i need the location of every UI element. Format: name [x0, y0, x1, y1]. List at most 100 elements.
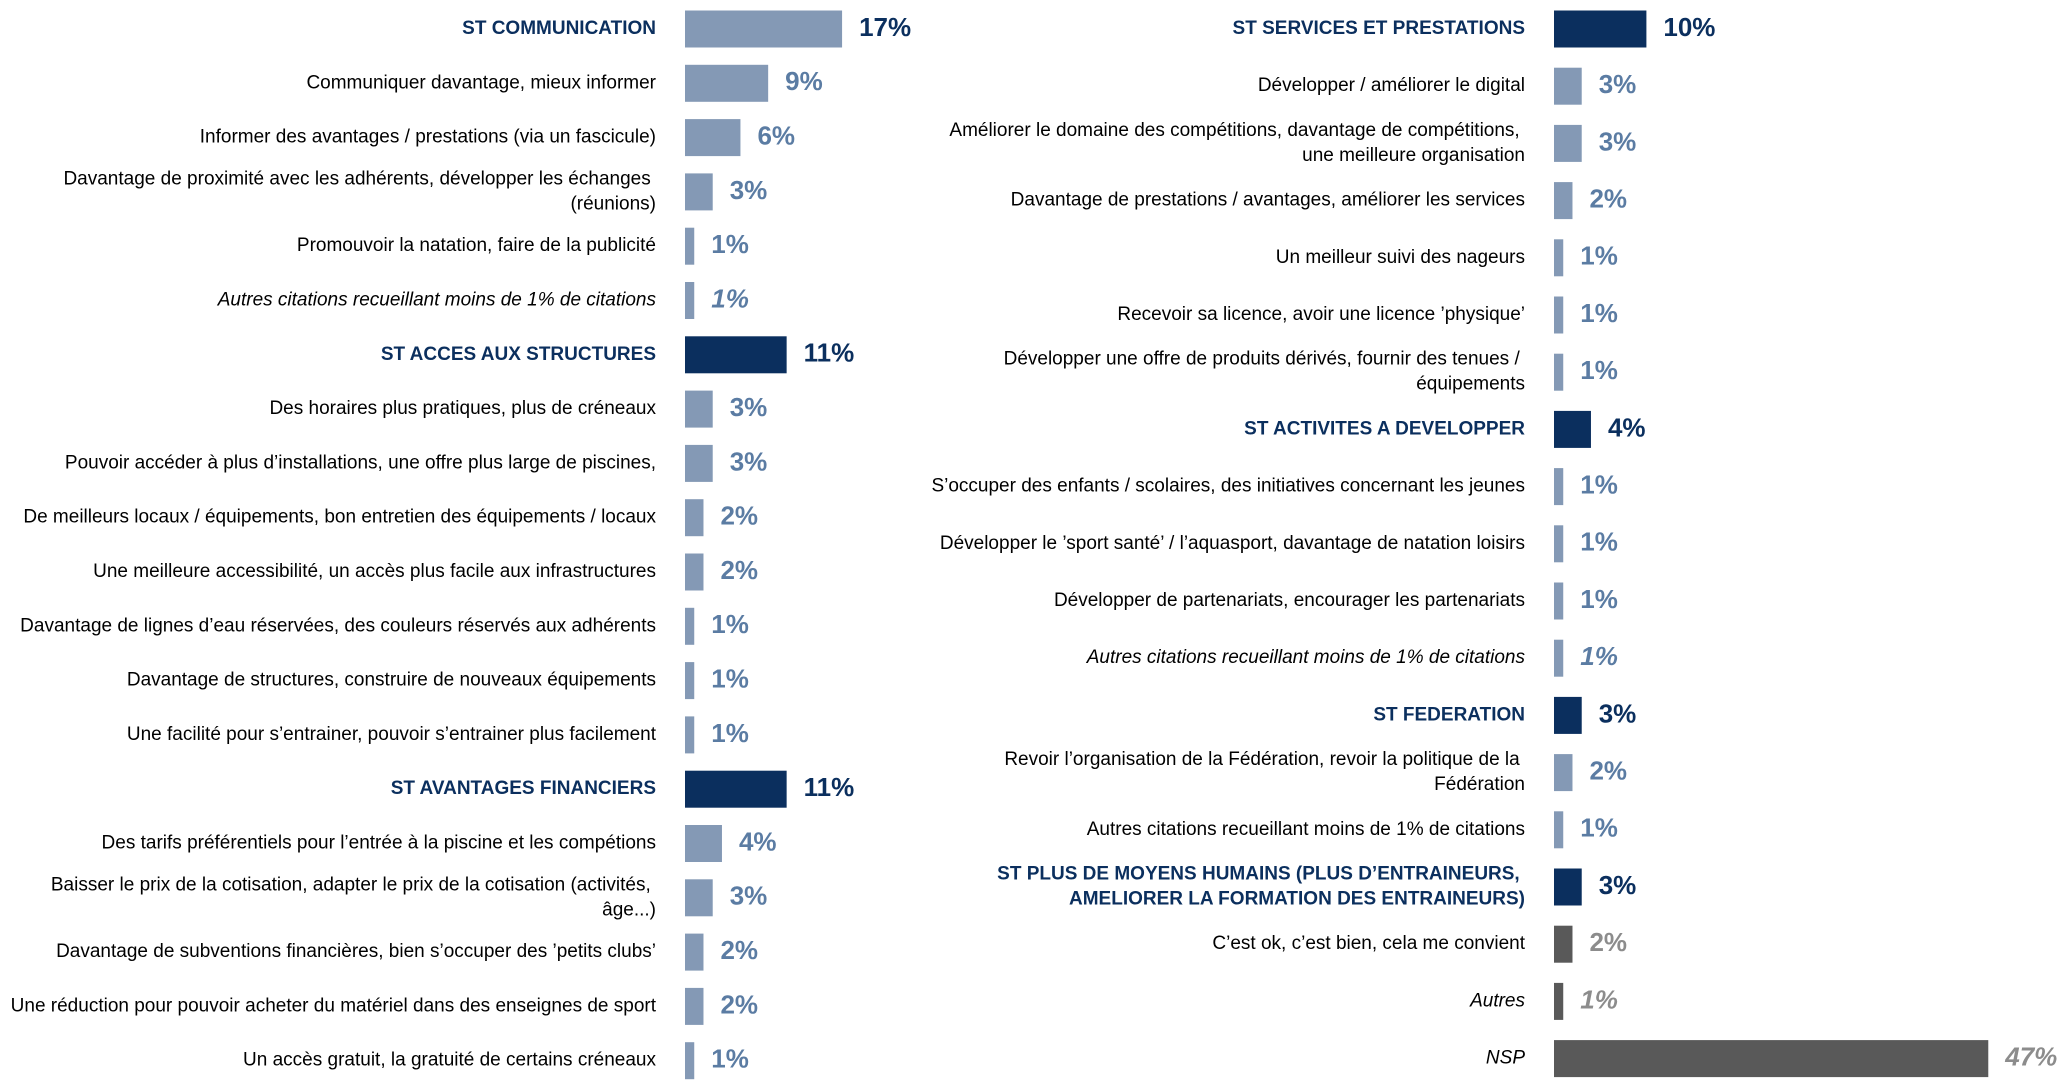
- value-label: 3%: [1599, 69, 1637, 99]
- value-label: 4%: [1608, 412, 1646, 442]
- value-label: 47%: [2004, 1041, 2057, 1071]
- bar: [1554, 296, 1564, 334]
- category-label: Communiquer davantage, mieux informer: [306, 72, 656, 93]
- bar: [685, 173, 713, 211]
- category-label: Développer de partenariats, encourager l…: [1054, 590, 1525, 611]
- value-label: 3%: [730, 881, 768, 911]
- category-label: Davantage de structures, construire de n…: [127, 670, 656, 691]
- bar: [1554, 525, 1564, 563]
- bar: [1554, 925, 1573, 963]
- category-label: Autres: [1469, 990, 1525, 1011]
- category-label: Un accès gratuit, la gratuité de certain…: [243, 1050, 656, 1071]
- bar: [1554, 639, 1564, 677]
- bar: [1554, 754, 1573, 792]
- value-label: 1%: [1580, 984, 1618, 1014]
- category-label: Autres citations recueillant moins de 1%…: [1086, 647, 1526, 668]
- category-label: Des horaires plus pratiques, plus de cré…: [269, 398, 656, 419]
- category-label: Davantage de subventions financières, bi…: [56, 941, 656, 962]
- bar: [685, 716, 695, 754]
- category-label: ST ACCES AUX STRUCTURES: [381, 344, 656, 365]
- value-label: 11%: [804, 772, 855, 802]
- value-label: 1%: [1580, 813, 1618, 843]
- category-label: Améliorer le domaine des compétitions, d…: [949, 120, 1525, 166]
- value-label: 2%: [720, 989, 758, 1019]
- bar: [685, 10, 843, 48]
- category-label: S’occuper des enfants / scolaires, des i…: [931, 476, 1525, 497]
- value-label: 3%: [1599, 126, 1637, 156]
- bar: [685, 553, 704, 591]
- bar: [685, 987, 704, 1025]
- category-label: Revoir l’organisation de la Fédération, …: [1004, 749, 1525, 795]
- value-label: 1%: [711, 229, 749, 259]
- value-label: 3%: [1599, 870, 1637, 900]
- value-label: 2%: [1589, 183, 1627, 213]
- value-label: 3%: [730, 175, 768, 205]
- category-label: ST PLUS DE MOYENS HUMAINS (PLUS D’ENTRAI…: [997, 864, 1525, 910]
- value-label: 1%: [1580, 241, 1618, 271]
- category-label: Développer / améliorer le digital: [1258, 75, 1525, 96]
- category-label: Développer une offre de produits dérivés…: [1004, 349, 1525, 395]
- category-label: ST AVANTAGES FINANCIERS: [391, 778, 656, 799]
- category-label: Davantage de prestations / avantages, am…: [1011, 190, 1525, 211]
- bar: [1554, 468, 1564, 506]
- category-label: Davantage de proximité avec les adhérent…: [63, 168, 656, 214]
- category-label: C’est ok, c’est bien, cela me convient: [1212, 933, 1525, 954]
- value-label: 1%: [1580, 641, 1618, 671]
- bar: [1554, 124, 1582, 162]
- value-label: 3%: [730, 446, 768, 476]
- category-label: Autres citations recueillant moins de 1%…: [217, 290, 657, 311]
- value-label: 9%: [785, 66, 823, 96]
- value-label: 2%: [720, 555, 758, 585]
- bar: [685, 227, 695, 265]
- value-label: 2%: [720, 501, 758, 531]
- bar: [685, 1042, 695, 1080]
- value-label: 2%: [1589, 755, 1627, 785]
- value-label: 11%: [804, 338, 855, 368]
- category-label: Informer des avantages / prestations (vi…: [200, 127, 656, 148]
- value-label: 3%: [730, 392, 768, 422]
- value-label: 1%: [711, 1044, 749, 1074]
- bar: [685, 825, 722, 862]
- category-label: ST ACTIVITES A DEVELOPPER: [1244, 418, 1525, 439]
- bar: [1554, 811, 1564, 849]
- bar: [685, 933, 704, 971]
- bar: [1554, 982, 1564, 1020]
- category-label: Développer le ’sport santé’ / l’aquaspor…: [940, 533, 1525, 554]
- bar: [685, 662, 695, 700]
- category-label: Des tarifs préférentiels pour l’entrée à…: [102, 833, 656, 854]
- value-label: 1%: [1580, 527, 1618, 557]
- value-label: 2%: [1589, 927, 1627, 957]
- bar: [1554, 239, 1564, 277]
- bar: [685, 336, 787, 374]
- bar: [685, 390, 713, 428]
- value-label: 1%: [711, 283, 749, 313]
- bar: [1554, 10, 1647, 48]
- category-label: ST SERVICES ET PRESTATIONS: [1233, 18, 1525, 39]
- value-label: 1%: [711, 718, 749, 748]
- value-label: 1%: [1580, 469, 1618, 499]
- bar: [1554, 1040, 1989, 1078]
- bar: [685, 64, 769, 102]
- value-label: 3%: [1599, 698, 1637, 728]
- value-label: 17%: [859, 12, 911, 42]
- category-label: Baisser le prix de la cotisation, adapte…: [51, 874, 656, 920]
- category-label: Une meilleure accessibilité, un accès pl…: [93, 561, 656, 582]
- value-label: 1%: [1580, 298, 1618, 328]
- value-label: 10%: [1663, 12, 1715, 42]
- bar: [1554, 67, 1582, 105]
- value-label: 4%: [739, 826, 777, 856]
- category-label: Une réduction pour pouvoir acheter du ma…: [11, 995, 657, 1016]
- bar: [685, 444, 713, 482]
- bar: [1554, 582, 1564, 620]
- value-label: 1%: [711, 663, 749, 693]
- category-label: Recevoir sa licence, avoir une licence ’…: [1117, 304, 1525, 325]
- category-label: NSP: [1486, 1048, 1525, 1069]
- value-label: 6%: [757, 120, 795, 150]
- category-label: ST COMMUNICATION: [462, 18, 656, 39]
- category-label: Promouvoir la natation, faire de la publ…: [297, 235, 656, 256]
- bar: [1554, 868, 1582, 906]
- bar: [1554, 353, 1564, 391]
- bar: [1554, 410, 1591, 448]
- category-label: Autres citations recueillant moins de 1%…: [1087, 819, 1525, 840]
